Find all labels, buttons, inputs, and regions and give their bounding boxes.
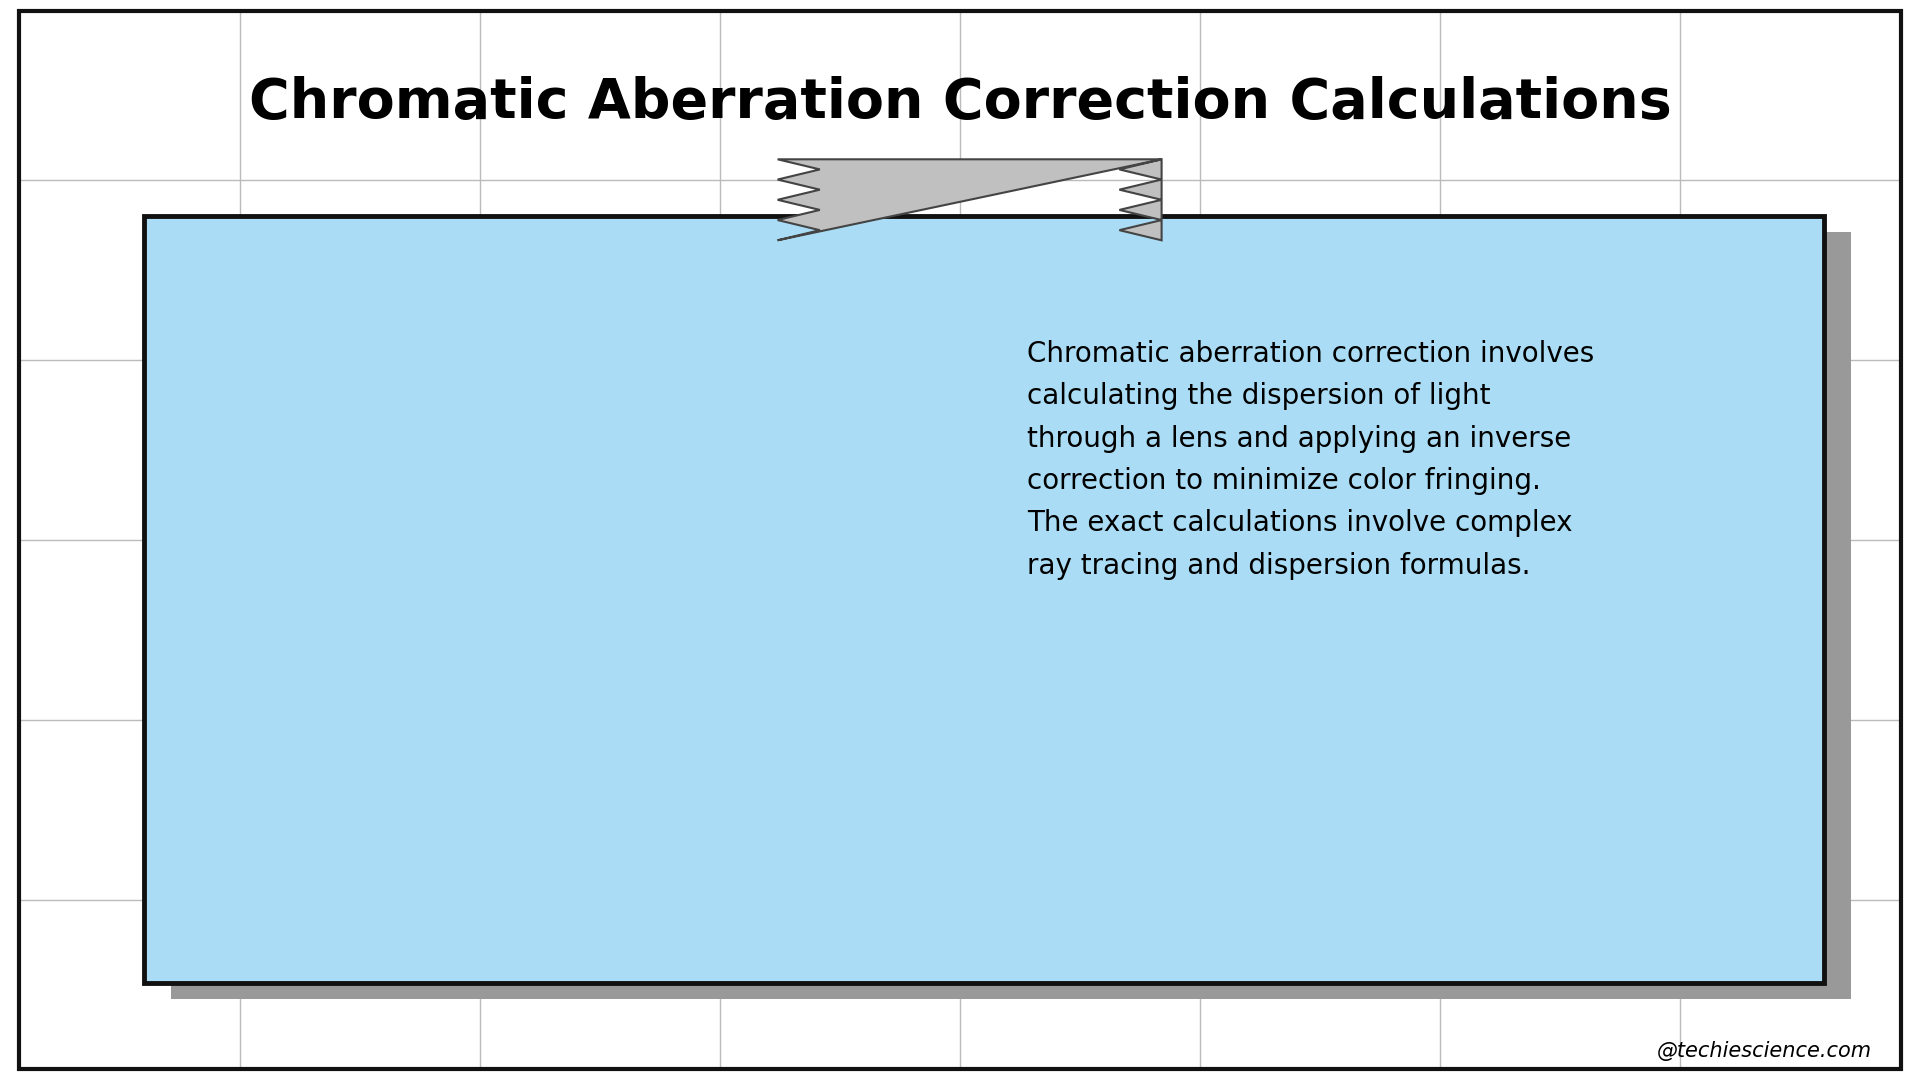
Bar [171, 232, 1851, 999]
Bar [144, 216, 1824, 983]
Text: Chromatic aberration correction involves
calculating the dispersion of light
thr: Chromatic aberration correction involves… [1027, 340, 1594, 580]
Text: @techiescience.com: @techiescience.com [1657, 1040, 1872, 1061]
Text: Chromatic Aberration Correction Calculations: Chromatic Aberration Correction Calculat… [248, 76, 1672, 130]
Polygon shape [778, 160, 1162, 241]
